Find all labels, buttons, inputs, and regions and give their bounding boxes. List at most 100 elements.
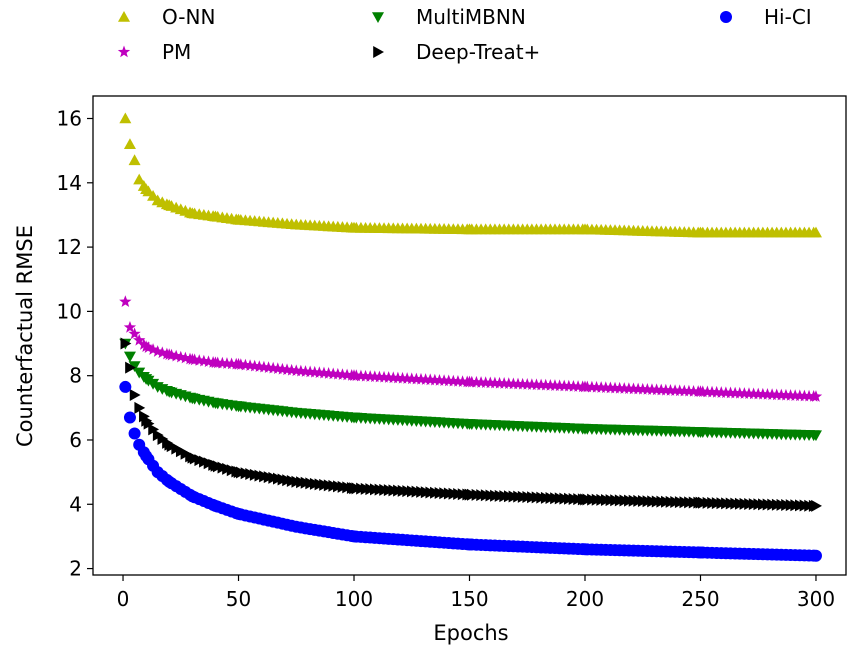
data-point [233, 466, 245, 479]
legend-marker [720, 11, 732, 23]
data-point [133, 333, 146, 346]
data-point [210, 459, 222, 472]
data-point [134, 401, 146, 414]
data-point [128, 361, 141, 373]
x-tick-label: 0 [117, 587, 130, 611]
legend-label: Deep-Treat+ [416, 40, 540, 64]
data-point [463, 419, 476, 430]
data-point [186, 207, 199, 219]
data-point [209, 499, 222, 512]
legend: O-NN PM MultiMBNN Deep-Treat+ Hi-CI [117, 5, 812, 64]
legend-item: MultiMBNN [372, 5, 526, 29]
data-point [347, 369, 361, 381]
data-point [209, 210, 222, 222]
data-point [187, 451, 199, 464]
data-point [580, 493, 591, 506]
data-point [809, 390, 823, 402]
data-point [809, 549, 822, 562]
y-tick-label: 2 [69, 557, 82, 581]
data-point [578, 223, 591, 235]
legend-label: O-NN [162, 5, 215, 29]
data-point [694, 546, 707, 559]
data-point [578, 423, 591, 435]
data-point [163, 199, 176, 211]
x-axis-title: Epochs [433, 621, 508, 645]
axes: 0 50 100 150 200 250 300 2 4 6 8 10 12 14 16 [57, 95, 847, 611]
data-point [133, 173, 146, 185]
data-point [809, 226, 822, 238]
x-tick-label: 300 [797, 587, 835, 611]
y-tick-label: 6 [69, 428, 82, 452]
data-point [139, 340, 153, 353]
data-point [694, 385, 707, 398]
data-point [163, 475, 176, 488]
legend-item: PM [117, 40, 191, 64]
legend-marker [372, 12, 384, 23]
plot-area [119, 112, 823, 562]
data-point [694, 226, 707, 238]
data-point [232, 401, 245, 413]
data-point [125, 361, 136, 374]
series-hi-ci [119, 380, 822, 562]
data-point [232, 357, 245, 370]
data-point [578, 543, 591, 556]
data-point [141, 414, 153, 427]
data-point [463, 538, 476, 551]
data-point [123, 411, 136, 424]
y-tick-label: 12 [57, 235, 82, 259]
legend-item: O-NN [118, 5, 215, 29]
data-point [695, 496, 707, 509]
x-tick-label: 50 [226, 587, 251, 611]
legend-marker [117, 45, 131, 58]
series-o-nn [119, 112, 822, 238]
y-axis-title: Counterfactual RMSE [13, 225, 37, 447]
y-tick-label: 10 [57, 299, 82, 323]
data-point [140, 374, 153, 385]
series-pm [119, 295, 823, 402]
legend-marker [373, 46, 384, 58]
data-point [120, 337, 132, 350]
x-tick-label: 250 [681, 587, 719, 611]
data-point [811, 499, 822, 512]
data-point [348, 221, 361, 233]
data-point [163, 386, 176, 398]
data-point [123, 138, 136, 150]
series-multimbnn [119, 338, 822, 442]
data-point [123, 320, 137, 333]
data-point [464, 488, 476, 501]
legend-item: Hi-CI [720, 5, 812, 29]
data-point [148, 423, 160, 436]
data-point [146, 343, 160, 355]
data-point [463, 223, 476, 235]
x-tick-label: 150 [450, 587, 488, 611]
data-point [128, 427, 141, 440]
data-point [128, 327, 141, 340]
data-point [164, 438, 176, 451]
legend-marker [118, 11, 130, 22]
data-point [694, 427, 707, 438]
data-point [349, 482, 361, 495]
data-point [140, 450, 153, 463]
legend-item: Deep-Treat+ [373, 40, 540, 64]
y-tick-label: 14 [57, 171, 82, 195]
legend-label: Hi-CI [764, 5, 812, 29]
data-point [119, 295, 132, 307]
x-tick-label: 100 [335, 587, 373, 611]
data-point [809, 430, 822, 442]
data-point [119, 380, 132, 393]
data-point [232, 213, 245, 225]
y-tick-label: 16 [57, 107, 82, 131]
y-tick-label: 8 [69, 364, 82, 388]
y-tick-label: 4 [69, 492, 82, 516]
legend-label: MultiMBNN [416, 5, 526, 29]
data-point [140, 183, 153, 195]
data-point [186, 353, 199, 365]
data-point [137, 338, 150, 350]
data-point [348, 412, 361, 424]
data-point [348, 530, 361, 543]
data-point [209, 398, 222, 410]
data-point [186, 393, 199, 405]
data-point [129, 388, 141, 401]
data-point [163, 348, 176, 361]
